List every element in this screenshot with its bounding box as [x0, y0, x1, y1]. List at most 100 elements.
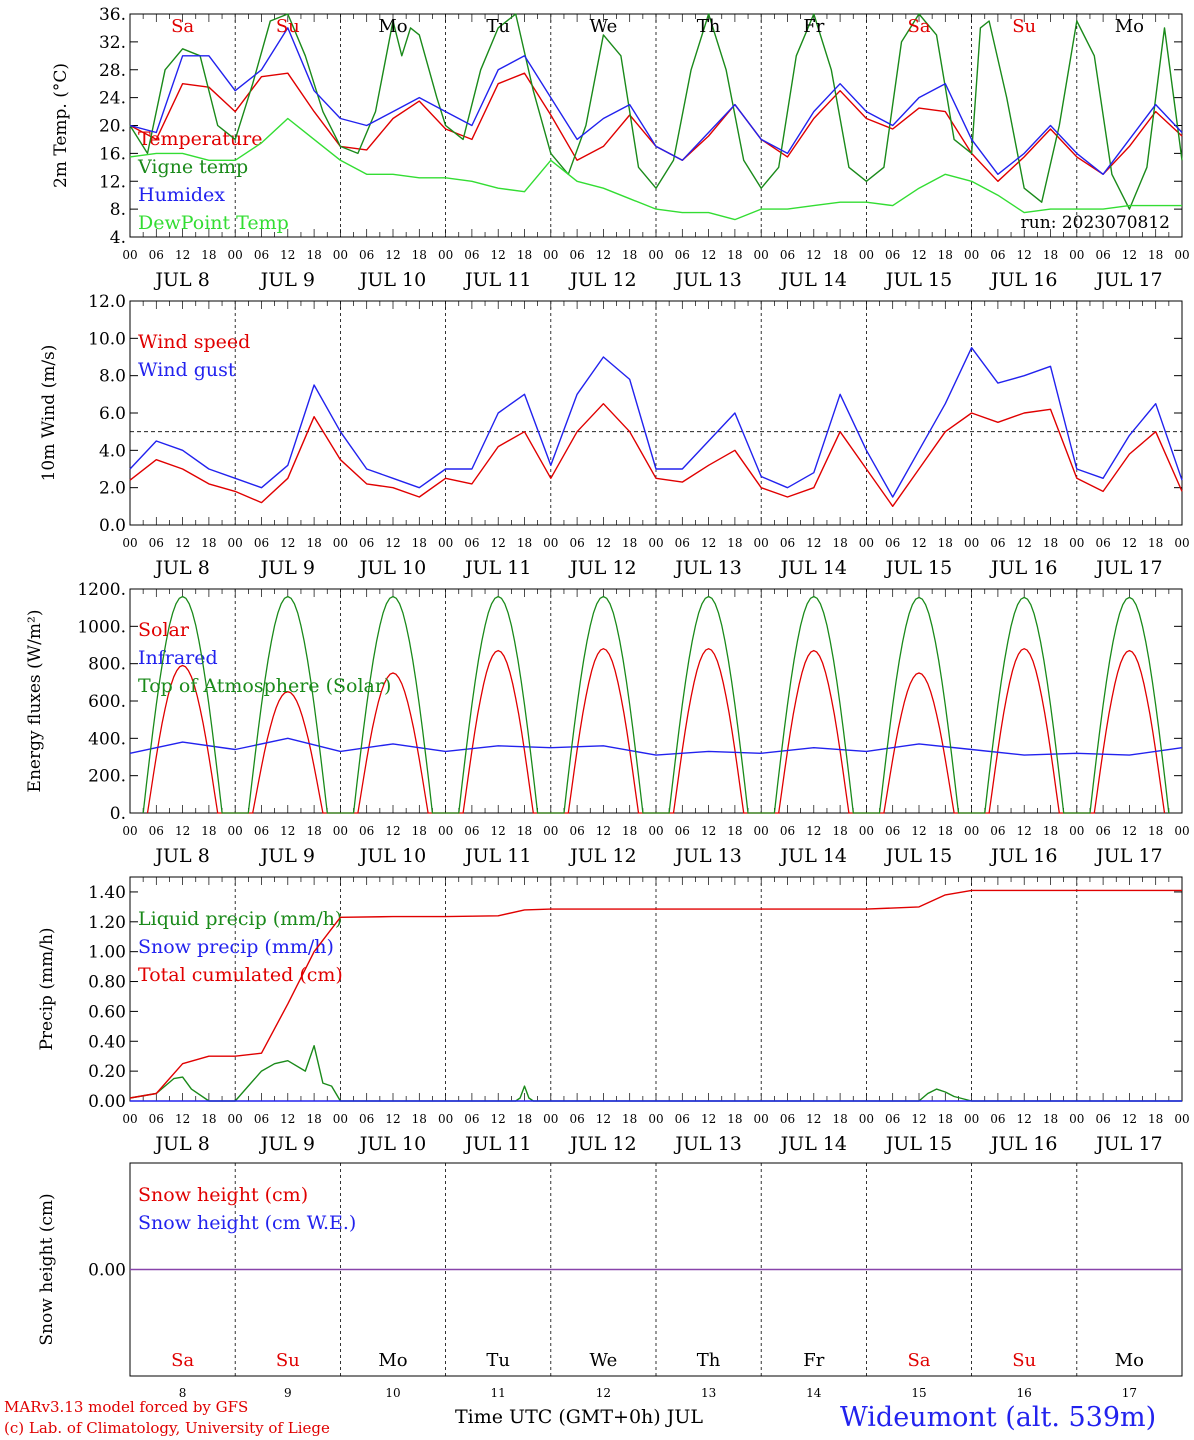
hour-tick-label: 12	[701, 536, 716, 550]
legend-entry: Vigne temp	[137, 156, 248, 178]
date-label: JUL 16	[989, 269, 1057, 291]
hour-tick-label: 00	[1174, 824, 1189, 838]
date-label: JUL 10	[358, 845, 426, 867]
hour-tick-label: 12	[175, 536, 190, 550]
hour-tick-label: 06	[885, 248, 900, 262]
hour-tick-label: 06	[149, 824, 164, 838]
hour-tick-label: 00	[1069, 1112, 1084, 1126]
date-label: JUL 16	[989, 1133, 1057, 1155]
y-tick-label: 32.	[99, 33, 126, 53]
weekday-label: Su	[276, 16, 300, 37]
hour-tick-label: 12	[491, 536, 506, 550]
hour-tick-label: 00	[754, 248, 769, 262]
hour-tick-label: 06	[1095, 1112, 1110, 1126]
hour-tick-label: 12	[911, 248, 926, 262]
legend-entry: Top of Atmosphere (Solar)	[138, 675, 391, 697]
hour-tick-label: 06	[254, 824, 269, 838]
y-axis-title: 10m Wind (m/s)	[39, 345, 59, 482]
y-tick-label: 36.	[99, 5, 126, 25]
hour-tick-label: 00	[648, 1112, 663, 1126]
hour-tick-label: 12	[491, 248, 506, 262]
hour-tick-label: 12	[701, 824, 716, 838]
day-number-label: 8	[179, 1386, 187, 1400]
legend-entry: Temperature	[138, 128, 262, 150]
hour-tick-label: 00	[438, 1112, 453, 1126]
hour-tick-label: 18	[306, 824, 321, 838]
hour-tick-label: 18	[1043, 824, 1058, 838]
date-label: JUL 17	[1094, 557, 1162, 579]
hour-tick-label: 18	[622, 824, 637, 838]
day-number-label: 16	[1017, 1386, 1032, 1400]
day-number-label: 12	[596, 1386, 611, 1400]
day-number-label: 9	[284, 1386, 292, 1400]
hour-tick-label: 18	[1148, 824, 1163, 838]
date-label: JUL 12	[568, 269, 636, 291]
hour-tick-label: 00	[122, 536, 137, 550]
date-label: JUL 10	[358, 1133, 426, 1155]
y-tick-label: 0.80	[88, 973, 126, 993]
hour-tick-label: 06	[569, 824, 584, 838]
weekday-label: Tu	[486, 1350, 510, 1371]
hour-tick-label: 06	[885, 1112, 900, 1126]
hour-tick-label: 00	[122, 824, 137, 838]
hour-tick-label: 12	[701, 248, 716, 262]
y-tick-label: 1.40	[88, 883, 126, 903]
hour-tick-label: 06	[780, 1112, 795, 1126]
hour-tick-label: 00	[333, 536, 348, 550]
hour-tick-label: 12	[385, 1112, 400, 1126]
weekday-label: Mo	[378, 16, 407, 37]
y-axis-title: Precip (mm/h)	[37, 927, 57, 1050]
y-tick-label: 10.0	[88, 329, 126, 349]
hour-tick-label: 00	[543, 536, 558, 550]
hour-tick-label: 06	[780, 536, 795, 550]
hour-tick-label: 00	[1069, 248, 1084, 262]
y-tick-label: 8.	[110, 200, 126, 220]
weekday-label: Fr	[803, 1350, 824, 1371]
series-line	[129, 403, 1183, 507]
hour-tick-label: 06	[1095, 536, 1110, 550]
date-label: JUL 16	[989, 845, 1057, 867]
date-label: JUL 14	[779, 1133, 847, 1155]
y-axis-title: Snow height (cm)	[37, 1193, 57, 1345]
hour-tick-label: 06	[254, 536, 269, 550]
weekday-label: Fr	[803, 16, 824, 37]
hour-tick-label: 18	[306, 248, 321, 262]
hour-tick-label: 18	[938, 1112, 953, 1126]
day-number-label: 14	[806, 1386, 822, 1400]
hour-tick-label: 12	[491, 1112, 506, 1126]
hour-tick-label: 12	[175, 248, 190, 262]
hour-tick-label: 06	[359, 536, 374, 550]
y-tick-label: 24.	[99, 89, 126, 109]
date-label: JUL 8	[153, 269, 209, 291]
date-label: JUL 11	[463, 1133, 531, 1155]
hour-tick-label: 00	[754, 824, 769, 838]
hour-tick-label: 06	[464, 1112, 479, 1126]
day-number-label: 11	[491, 1386, 506, 1400]
hour-tick-label: 00	[859, 824, 874, 838]
hour-tick-label: 12	[701, 1112, 716, 1126]
weekday-label: Su	[276, 1350, 300, 1371]
hour-tick-label: 06	[675, 536, 690, 550]
hour-tick-label: 06	[780, 824, 795, 838]
date-label: JUL 13	[673, 1133, 741, 1155]
hour-tick-label: 06	[464, 536, 479, 550]
hour-tick-label: 06	[675, 1112, 690, 1126]
legend-entry: Snow height (cm)	[138, 1184, 308, 1206]
series-line	[129, 347, 1183, 498]
hour-tick-label: 06	[569, 1112, 584, 1126]
y-tick-label: 4.	[110, 228, 126, 248]
hour-tick-label: 18	[1043, 536, 1058, 550]
hour-tick-label: 00	[333, 1112, 348, 1126]
weekday-label: Sa	[907, 16, 930, 37]
weekday-label: Th	[697, 16, 721, 37]
hour-tick-label: 18	[412, 248, 427, 262]
weekday-label: Su	[1012, 1350, 1036, 1371]
day-number-label: 15	[911, 1386, 926, 1400]
weekday-label: Sa	[907, 1350, 930, 1371]
hour-tick-label: 18	[938, 824, 953, 838]
hour-tick-label: 06	[149, 248, 164, 262]
hour-tick-label: 00	[543, 248, 558, 262]
hour-tick-label: 18	[832, 824, 847, 838]
legend-entry: Solar	[138, 619, 190, 641]
date-label: JUL 16	[989, 557, 1057, 579]
